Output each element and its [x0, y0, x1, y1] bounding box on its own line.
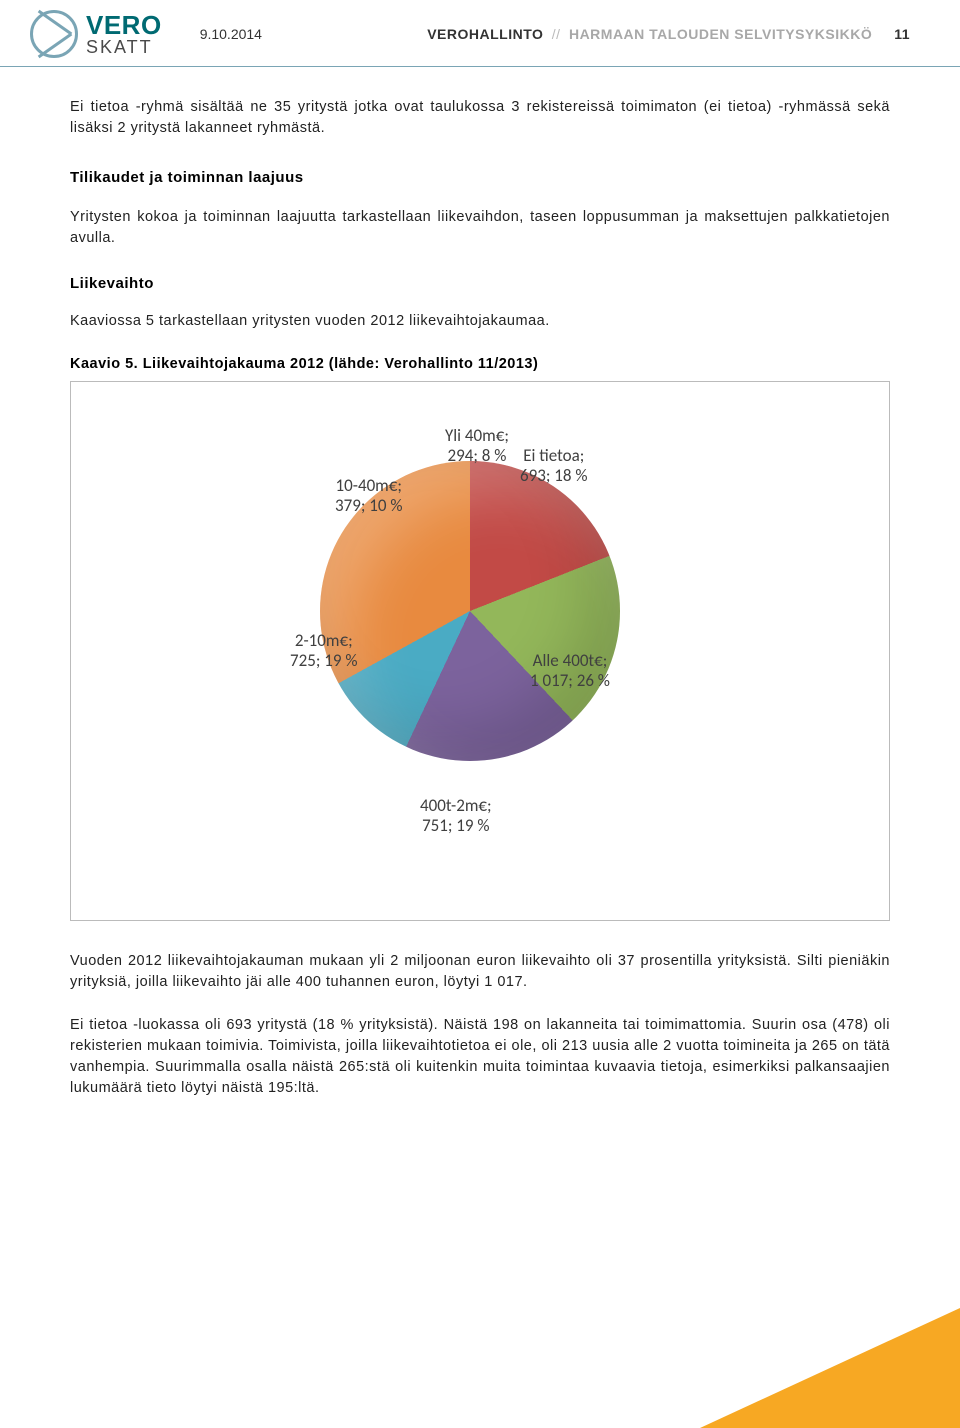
- logo-line1: VERO: [86, 12, 162, 38]
- pie-label-10-40m: 10-40m€;379; 10 %: [335, 476, 402, 517]
- paragraph-4: Vuoden 2012 liikevaihtojakauman mukaan y…: [70, 951, 890, 993]
- pie-label-2-10m: 2-10m€;725; 19 %: [290, 631, 357, 672]
- chart-frame: Ei tietoa;693; 18 % Alle 400t€;1 017; 26…: [70, 381, 890, 921]
- page-content: Ei tietoa -ryhmä sisältää ne 35 yritystä…: [0, 67, 960, 1099]
- paragraph-2: Yritysten kokoa ja toiminnan laajuutta t…: [70, 207, 890, 249]
- pie-chart: Ei tietoa;693; 18 % Alle 400t€;1 017; 26…: [270, 401, 690, 901]
- logo-line2: SKATT: [86, 38, 162, 56]
- paragraph-5: Ei tietoa -luokassa oli 693 yritystä (18…: [70, 1015, 890, 1099]
- page-number: 11: [894, 26, 910, 42]
- document-date: 9.10.2014: [200, 26, 262, 42]
- logo-icon: [30, 10, 78, 58]
- pie-label-yli40m: Yli 40m€;294; 8 %: [445, 426, 509, 467]
- paragraph-3: Kaaviossa 5 tarkastellaan yritysten vuod…: [70, 311, 890, 332]
- corner-triangle-decoration: [700, 1308, 960, 1428]
- heading-liikevaihto: Liikevaihto: [70, 273, 890, 295]
- pie-label-ei-tietoa: Ei tietoa;693; 18 %: [520, 446, 587, 487]
- page-header: VERO SKATT 9.10.2014 VEROHALLINTO // HAR…: [0, 0, 960, 67]
- header-right: VEROHALLINTO // HARMAAN TALOUDEN SELVITY…: [427, 26, 910, 42]
- pie-label-alle400t: Alle 400t€;1 017; 26 %: [530, 651, 610, 692]
- pie-label-400t-2m: 400t-2m€;751; 19 %: [420, 796, 492, 837]
- paragraph-1: Ei tietoa -ryhmä sisältää ne 35 yritystä…: [70, 97, 890, 139]
- chart-caption: Kaavio 5. Liikevaihtojakauma 2012 (lähde…: [70, 354, 890, 375]
- logo-block: VERO SKATT 9.10.2014: [30, 10, 262, 58]
- unit-name: HARMAAN TALOUDEN SELVITYSYKSIKKÖ: [569, 26, 872, 42]
- heading-tilikaudet: Tilikaudet ja toiminnan laajuus: [70, 167, 890, 189]
- org-name: VEROHALLINTO: [427, 26, 543, 42]
